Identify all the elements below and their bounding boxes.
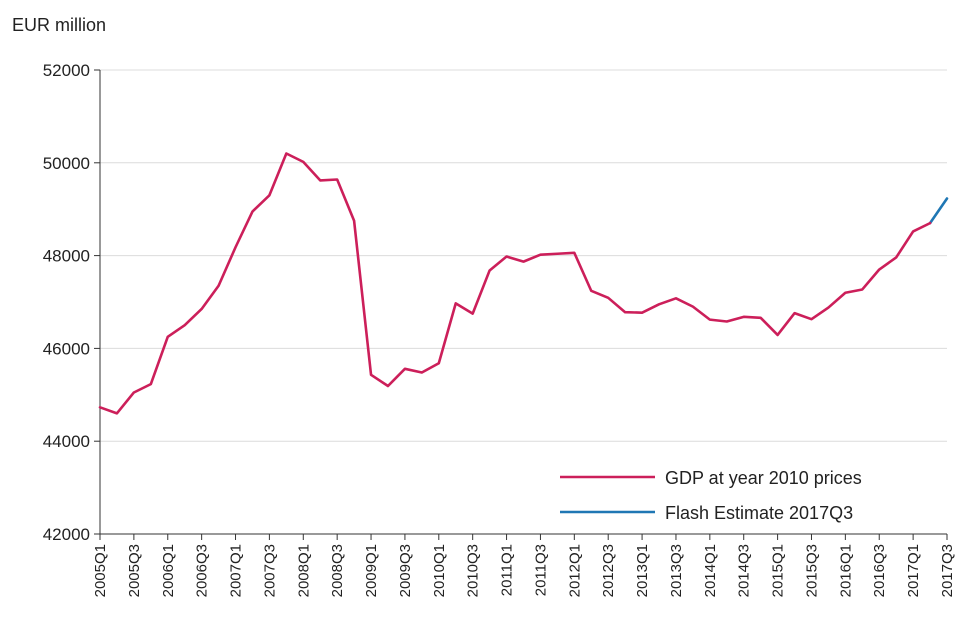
grid [100,69,947,442]
x-tick-label: 2007Q1 [228,544,245,597]
y-tick-label: 44000 [43,432,90,451]
x-tick-label: 2017Q1 [905,544,922,597]
x-tick-label: 2015Q3 [803,544,820,597]
x-tick-label: 2009Q3 [397,544,414,597]
x-tick-label: 2008Q3 [329,544,346,597]
y-tick-label: 48000 [43,247,90,266]
legend-label: GDP at year 2010 prices [665,468,862,488]
y-tick-label: 52000 [43,61,90,80]
series-line [98,152,932,415]
x-tick-label: 2015Q1 [770,544,787,597]
x-tick-label: 2006Q3 [194,544,211,597]
y-tick-label: 50000 [43,154,90,173]
x-tick-label: 2010Q1 [431,544,448,597]
legend: GDP at year 2010 prices Flash Estimate 20… [560,468,862,523]
x-tick-label: 2014Q1 [702,544,719,597]
x-tick-label: 2013Q3 [668,544,685,597]
x-tick-label: 2011Q3 [532,544,549,596]
legend-label: Flash Estimate 2017Q3 [665,503,853,523]
x-tick-label: 2011Q1 [499,544,516,596]
x-tick-label: 2012Q1 [566,544,583,597]
x-tick-label: 2013Q1 [634,544,651,597]
y-tick-label: 42000 [43,525,90,544]
x-tick-label: 2006Q1 [160,544,177,597]
x-tick-label: 2017Q3 [939,544,956,597]
x-tick-label: 2016Q3 [871,544,888,597]
x-tick-label: 2005Q1 [92,544,109,597]
x-tick-label: 2008Q1 [295,544,312,597]
y-axis-label: EUR million [12,15,106,35]
x-tick-label: 2012Q3 [600,544,617,597]
x-tick-label: 2007Q3 [261,544,278,597]
y-axis: 42000 44000 46000 48000 50000 52000 [43,61,101,544]
y-tick-label: 46000 [43,339,90,358]
x-axis: 2005Q1 2005Q3 2006Q1 2006Q3 2007Q1 2007Q3 2008… [92,533,956,597]
x-tick-label: 2010Q3 [465,544,482,597]
x-tick-label: 2016Q1 [837,544,854,597]
x-tick-label: 2005Q3 [126,544,143,597]
x-tick-label: 2009Q1 [363,544,380,597]
x-tick-label: 2014Q3 [736,544,753,597]
series-layer [98,152,949,415]
series-line [928,197,949,225]
